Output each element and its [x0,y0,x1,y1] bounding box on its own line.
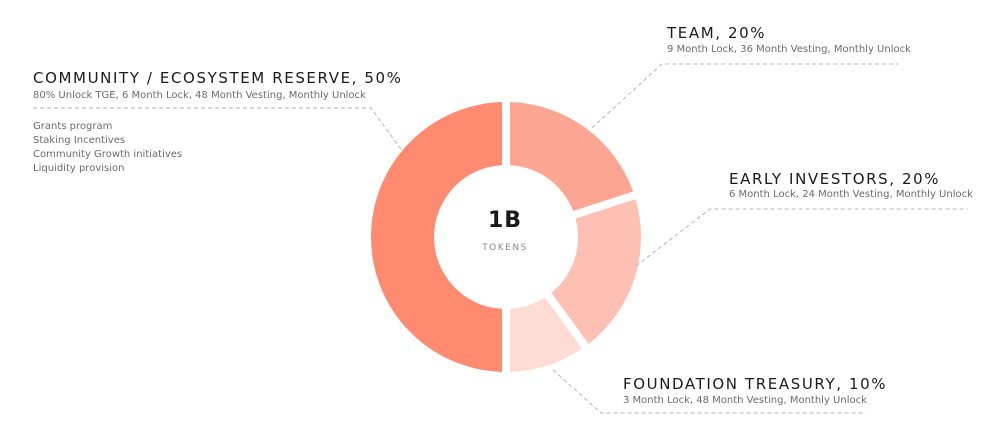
donut-slice-foundation-treasury [509,297,583,372]
foundation-treasury-title: FOUNDATION TREASURY, 10% [623,375,888,393]
total-supply: 1B [487,208,523,233]
community-note: Staking Incentives [33,135,126,146]
community-title: COMMUNITY / ECOSYSTEM RESERVE, 50% [33,69,403,87]
leader-line-foundation-treasury [552,369,866,414]
donut-slice-early-investors [551,199,641,344]
foundation-treasury-detail: 3 Month Lock, 48 Month Vesting, Monthly … [623,395,867,406]
donut-slices [371,102,641,372]
early-investors-detail: 6 Month Lock, 24 Month Vesting, Monthly … [729,189,973,200]
team-title: TEAM, 20% [667,24,767,42]
leader-line-team [591,63,898,129]
community-detail: 80% Unlock TGE, 6 Month Lock, 48 Month V… [33,90,366,101]
team-detail: 9 Month Lock, 36 Month Vesting, Monthly … [667,44,911,55]
community-note: Community Growth initiatives [33,149,183,160]
total-supply-unit: TOKENS [482,243,528,253]
leader-line-community [33,107,404,153]
donut-slice-team [509,102,634,211]
community-notes: Grants program Staking Incentives Commun… [33,120,182,176]
community-note: Liquidity provision [33,163,125,174]
leader-line-early-investors [635,208,968,267]
early-investors-title: EARLY INVESTORS, 20% [729,170,941,188]
leader-lines [33,63,968,414]
community-note: Grants program [33,121,113,132]
donut-slice-community [371,102,503,372]
